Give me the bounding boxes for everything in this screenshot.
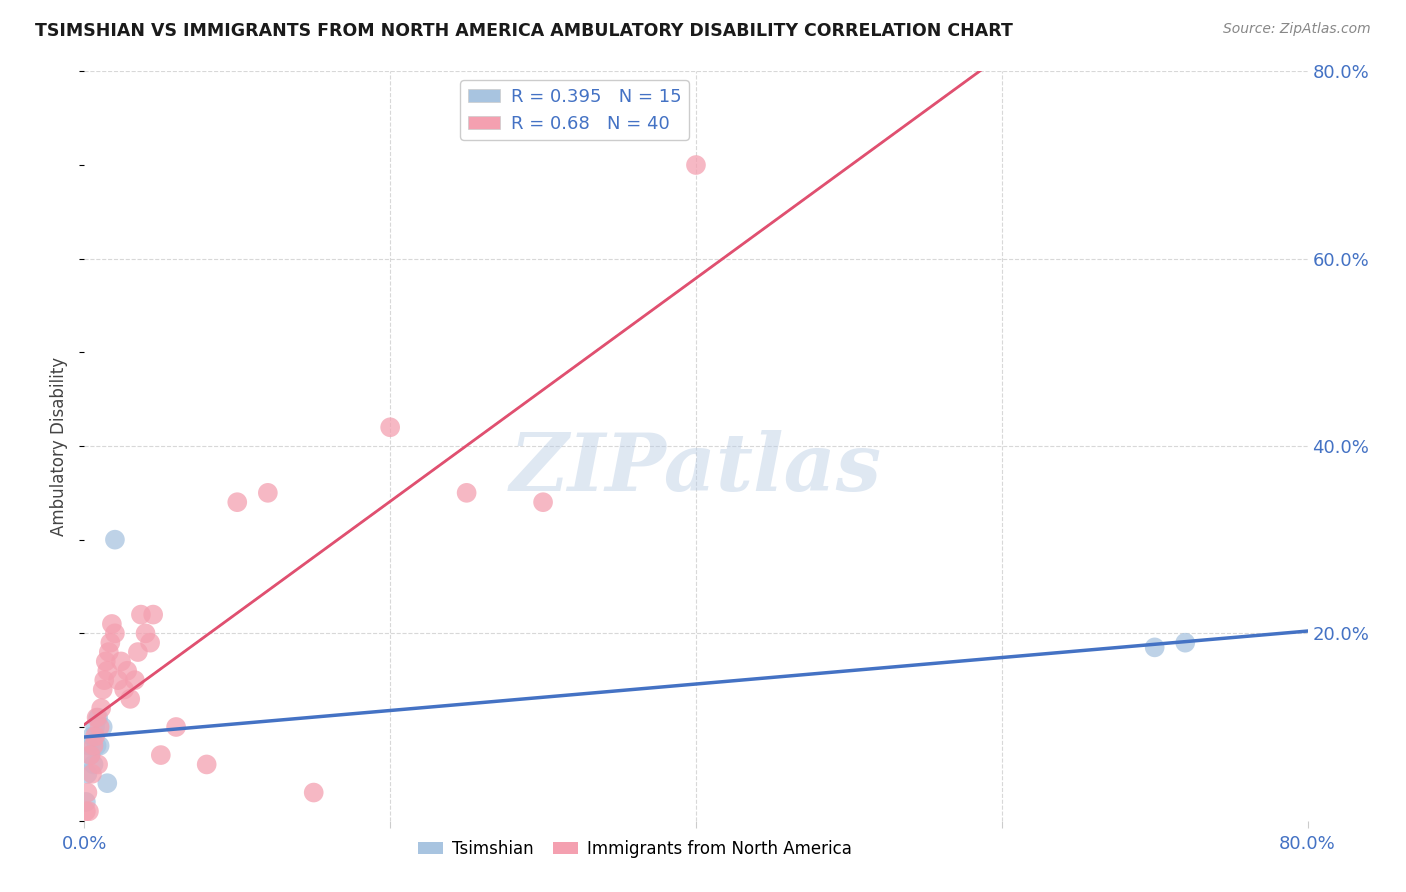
Point <box>142 607 165 622</box>
Point <box>135 626 157 640</box>
Point <box>84 730 107 744</box>
Point <box>112 682 135 697</box>
Y-axis label: Ambulatory Disability: Ambulatory Disability <box>51 357 69 535</box>
Point <box>87 757 110 772</box>
Point <box>226 495 249 509</box>
Point <box>120 692 142 706</box>
Point <box>1143 640 1166 655</box>
Point <box>380 420 402 434</box>
Point <box>107 673 129 688</box>
Point <box>257 486 280 500</box>
Point <box>89 739 111 753</box>
Point <box>139 635 162 649</box>
Point <box>79 747 101 762</box>
Point <box>94 655 117 669</box>
Text: Source: ZipAtlas.com: Source: ZipAtlas.com <box>1223 22 1371 37</box>
Point <box>96 776 118 790</box>
Point <box>104 626 127 640</box>
Point <box>84 720 107 734</box>
Point <box>90 701 112 715</box>
Point <box>96 664 118 678</box>
Point <box>101 617 124 632</box>
Text: ZIPatlas: ZIPatlas <box>510 430 882 508</box>
Point <box>93 673 115 688</box>
Point <box>87 710 110 724</box>
Point <box>86 739 108 753</box>
Point <box>531 495 554 509</box>
Point <box>124 673 146 688</box>
Point <box>89 720 111 734</box>
Point <box>149 747 172 762</box>
Point <box>302 786 325 800</box>
Point <box>86 710 108 724</box>
Point <box>195 757 218 772</box>
Point <box>83 757 105 772</box>
Legend: Tsimshian, Immigrants from North America: Tsimshian, Immigrants from North America <box>412 833 858 864</box>
Point <box>80 730 103 744</box>
Point <box>127 645 149 659</box>
Point <box>91 720 114 734</box>
Point <box>79 747 101 762</box>
Point <box>110 655 132 669</box>
Point <box>98 635 121 649</box>
Point <box>80 767 103 781</box>
Point <box>1174 635 1197 649</box>
Point <box>91 682 114 697</box>
Point <box>75 805 97 819</box>
Point <box>77 739 100 753</box>
Point <box>685 158 707 172</box>
Point <box>104 533 127 547</box>
Point <box>456 486 478 500</box>
Point <box>165 720 187 734</box>
Point <box>129 607 152 622</box>
Point <box>76 767 98 781</box>
Point <box>75 795 97 809</box>
Point <box>115 664 138 678</box>
Text: TSIMSHIAN VS IMMIGRANTS FROM NORTH AMERICA AMBULATORY DISABILITY CORRELATION CHA: TSIMSHIAN VS IMMIGRANTS FROM NORTH AMERI… <box>35 22 1014 40</box>
Point <box>83 739 105 753</box>
Point <box>77 805 100 819</box>
Point <box>97 645 120 659</box>
Point <box>76 786 98 800</box>
